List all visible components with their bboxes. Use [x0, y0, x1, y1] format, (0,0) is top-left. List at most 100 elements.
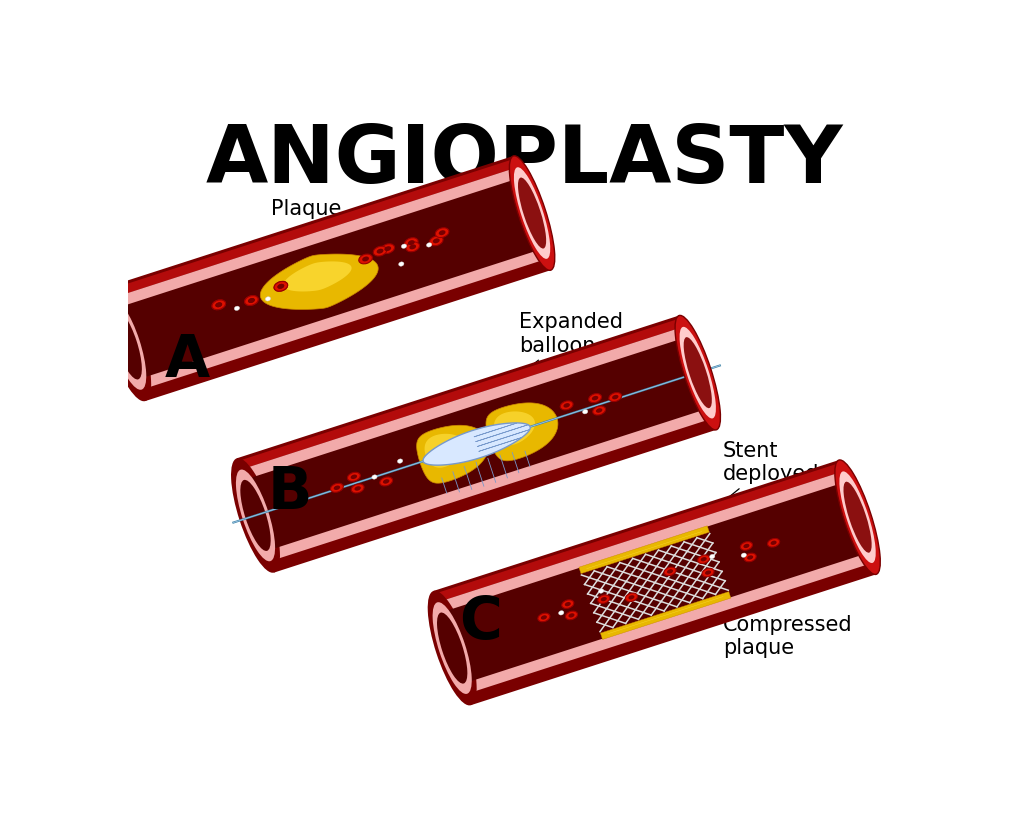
Ellipse shape	[234, 306, 239, 310]
Ellipse shape	[427, 243, 432, 247]
Ellipse shape	[698, 555, 710, 563]
Ellipse shape	[409, 245, 416, 250]
Ellipse shape	[518, 177, 546, 249]
Text: Artery: Artery	[139, 276, 205, 310]
Ellipse shape	[598, 589, 604, 593]
Ellipse shape	[248, 298, 255, 303]
Ellipse shape	[265, 297, 270, 301]
Text: A: A	[165, 332, 210, 389]
Ellipse shape	[667, 569, 673, 573]
Polygon shape	[240, 327, 713, 561]
Polygon shape	[437, 472, 873, 694]
Text: ANGIOPLASTY: ANGIOPLASTY	[206, 122, 843, 201]
Ellipse shape	[401, 244, 406, 249]
Polygon shape	[579, 526, 709, 573]
Polygon shape	[608, 597, 723, 634]
Polygon shape	[494, 412, 535, 445]
Text: C: C	[459, 594, 502, 651]
Polygon shape	[434, 460, 877, 706]
Ellipse shape	[277, 284, 284, 289]
Ellipse shape	[240, 480, 271, 551]
Ellipse shape	[564, 404, 570, 408]
Ellipse shape	[277, 284, 284, 289]
Ellipse shape	[710, 554, 715, 558]
Ellipse shape	[844, 482, 872, 552]
Ellipse shape	[437, 612, 468, 684]
Polygon shape	[425, 433, 465, 468]
Polygon shape	[283, 261, 352, 291]
Ellipse shape	[433, 239, 440, 243]
Ellipse shape	[541, 616, 547, 620]
Ellipse shape	[107, 298, 146, 390]
Ellipse shape	[588, 394, 602, 403]
Text: Stent
deployed: Stent deployed	[657, 441, 819, 556]
Polygon shape	[260, 254, 379, 310]
Ellipse shape	[380, 477, 393, 486]
Ellipse shape	[559, 611, 564, 615]
Ellipse shape	[112, 309, 142, 379]
Ellipse shape	[351, 484, 364, 493]
Ellipse shape	[381, 244, 395, 254]
Ellipse shape	[592, 406, 606, 415]
Polygon shape	[237, 319, 682, 470]
Ellipse shape	[371, 475, 377, 479]
Polygon shape	[435, 463, 843, 602]
Ellipse shape	[408, 240, 414, 245]
Ellipse shape	[538, 613, 550, 622]
Ellipse shape	[430, 236, 443, 245]
Ellipse shape	[702, 568, 714, 577]
Text: Plaque: Plaque	[271, 200, 342, 253]
Ellipse shape	[397, 459, 403, 463]
Ellipse shape	[612, 395, 619, 399]
Ellipse shape	[428, 591, 477, 706]
Ellipse shape	[406, 242, 419, 252]
Polygon shape	[441, 482, 870, 683]
Ellipse shape	[582, 409, 588, 414]
Ellipse shape	[625, 593, 637, 602]
Ellipse shape	[601, 597, 607, 602]
Polygon shape	[116, 177, 543, 379]
Ellipse shape	[433, 602, 472, 694]
Ellipse shape	[212, 300, 225, 310]
Ellipse shape	[741, 553, 747, 557]
Ellipse shape	[767, 538, 780, 547]
Ellipse shape	[244, 295, 258, 305]
Ellipse shape	[248, 298, 255, 303]
Ellipse shape	[744, 553, 756, 562]
Polygon shape	[236, 315, 716, 572]
Ellipse shape	[236, 469, 275, 562]
Ellipse shape	[399, 262, 404, 266]
Ellipse shape	[835, 460, 880, 574]
Ellipse shape	[348, 473, 360, 482]
Ellipse shape	[216, 302, 222, 307]
Ellipse shape	[274, 281, 287, 291]
Text: B: B	[267, 464, 312, 522]
Ellipse shape	[404, 238, 418, 247]
Ellipse shape	[102, 286, 151, 401]
Ellipse shape	[439, 230, 446, 235]
Ellipse shape	[747, 555, 753, 560]
Ellipse shape	[705, 571, 711, 575]
Ellipse shape	[770, 541, 776, 545]
Ellipse shape	[566, 612, 578, 620]
Ellipse shape	[373, 246, 387, 256]
Polygon shape	[243, 337, 709, 551]
Ellipse shape	[679, 327, 716, 418]
Polygon shape	[108, 159, 517, 298]
Ellipse shape	[628, 595, 634, 600]
Ellipse shape	[359, 254, 372, 264]
Ellipse shape	[216, 302, 222, 307]
Ellipse shape	[383, 479, 390, 483]
Ellipse shape	[244, 295, 258, 305]
Ellipse shape	[596, 409, 603, 413]
Ellipse shape	[355, 486, 361, 491]
Ellipse shape	[565, 602, 571, 607]
Ellipse shape	[741, 542, 753, 550]
Ellipse shape	[597, 595, 610, 603]
Text: Compressed
plaque: Compressed plaque	[713, 597, 853, 658]
Ellipse shape	[744, 544, 750, 548]
Ellipse shape	[376, 249, 384, 254]
Ellipse shape	[274, 281, 287, 291]
Ellipse shape	[330, 483, 344, 493]
Ellipse shape	[351, 474, 357, 479]
